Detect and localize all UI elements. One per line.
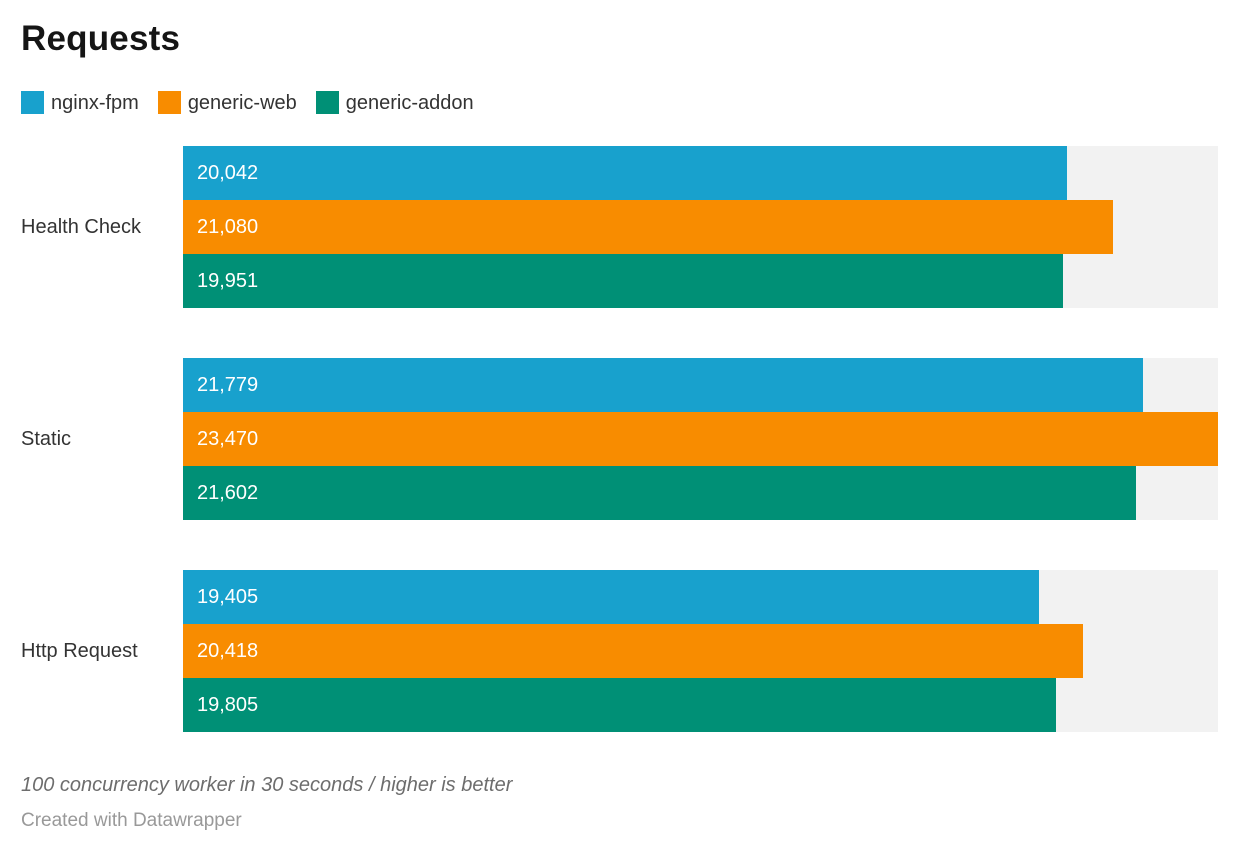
- category-label: Http Request: [21, 639, 138, 662]
- legend-swatch-nginx-fpm: [21, 91, 44, 114]
- legend-label: nginx-fpm: [51, 91, 139, 114]
- bar-generic-addon: 19,951: [183, 254, 1063, 308]
- chart-title: Requests: [21, 19, 181, 58]
- bar-group: 19,405 20,418 19,805: [183, 570, 1218, 732]
- bar-chart: Health Check 20,042 21,080 19,951: [21, 146, 1218, 732]
- bar-value-label: 23,470: [197, 427, 259, 450]
- bar-generic-addon: 21,602: [183, 466, 1136, 520]
- legend-item-generic-addon: generic-addon: [315, 91, 474, 114]
- bar-value-label: 20,418: [197, 639, 259, 662]
- bar-value-label: 20,042: [197, 161, 259, 184]
- legend-item-generic-web: generic-web: [157, 91, 297, 114]
- category-row-static: Static 21,779 23,470 21,602: [21, 358, 1218, 520]
- bar-value-label: 19,805: [197, 693, 259, 716]
- bar-group: 20,042 21,080 19,951: [183, 146, 1218, 308]
- bar-generic-web: 23,470: [183, 412, 1218, 466]
- bar-track: 20,418: [183, 624, 1218, 678]
- legend-label: generic-web: [187, 91, 297, 114]
- category-row-http-request: Http Request 19,405 20,418 19,805: [21, 570, 1218, 732]
- bar-value-label: 19,951: [197, 269, 259, 292]
- bar-value-label: 21,602: [197, 481, 259, 504]
- bar-generic-addon: 19,805: [183, 678, 1057, 732]
- bar-track: 21,080: [183, 200, 1218, 254]
- bar-value-label: 21,080: [197, 215, 259, 238]
- legend-swatch-generic-web: [157, 91, 181, 114]
- bar-value-label: 21,779: [197, 373, 259, 396]
- bar-group: 21,779 23,470 21,602: [183, 358, 1218, 520]
- legend: nginx-fpm generic-web generic-addon: [21, 91, 1218, 114]
- category-label: Static: [21, 427, 72, 450]
- category-label: Health Check: [21, 215, 142, 238]
- bar-value-label: 19,405: [197, 585, 259, 608]
- datawrapper-attribution: Created with Datawrapper: [21, 810, 242, 831]
- legend-label: generic-addon: [345, 91, 474, 114]
- bar-track: 21,779: [183, 358, 1218, 412]
- bar-track: 19,405: [183, 570, 1218, 624]
- bar-nginx-fpm: 21,779: [183, 358, 1144, 412]
- bar-track: 19,951: [183, 254, 1218, 308]
- bar-nginx-fpm: 20,042: [183, 146, 1067, 200]
- bar-generic-web: 21,080: [183, 200, 1113, 254]
- legend-item-nginx-fpm: nginx-fpm: [21, 91, 139, 114]
- legend-swatch-generic-addon: [315, 91, 339, 114]
- bar-nginx-fpm: 19,405: [183, 570, 1039, 624]
- bar-track: 23,470: [183, 412, 1218, 466]
- bar-track: 21,602: [183, 466, 1218, 520]
- bar-track: 20,042: [183, 146, 1218, 200]
- category-row-health-check: Health Check 20,042 21,080 19,951: [21, 146, 1218, 308]
- bar-track: 19,805: [183, 678, 1218, 732]
- chart-note: 100 concurrency worker in 30 seconds / h…: [21, 774, 513, 796]
- bar-generic-web: 20,418: [183, 624, 1084, 678]
